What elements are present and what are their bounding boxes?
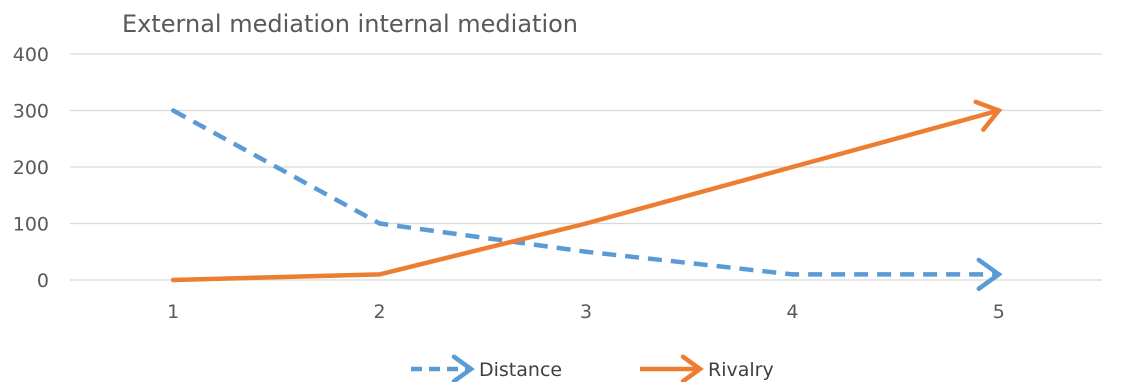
- x-tick-label: 3: [580, 301, 592, 323]
- data-point: [583, 221, 589, 226]
- x-tick-label: 5: [993, 301, 1005, 323]
- legend-item-distance: Distance: [411, 354, 562, 382]
- legend-arrow-icon: [451, 354, 475, 382]
- series-rivalry: [170, 99, 1003, 283]
- data-point: [790, 164, 795, 170]
- x-tick-label: 2: [374, 301, 386, 323]
- x-tick-label: 1: [167, 301, 179, 323]
- data-point: [790, 272, 795, 277]
- legend-arrow-icon: [680, 354, 704, 382]
- series-lines: [170, 99, 1003, 291]
- y-tick-label: 400: [13, 44, 49, 66]
- data-point: [171, 277, 176, 283]
- chart-title: External mediation internal mediation: [122, 10, 578, 38]
- y-tick-label: 100: [13, 214, 49, 236]
- series-line: [170, 108, 1002, 283]
- data-point: [583, 249, 589, 254]
- x-axis-ticks: 1 2 3 4 5: [167, 301, 1005, 323]
- y-tick-label: 300: [13, 101, 49, 123]
- legend-label: Rivalry: [708, 359, 774, 381]
- y-tick-label: 0: [37, 270, 49, 292]
- legend: Distance Rivalry: [411, 354, 774, 382]
- y-axis-ticks: 0 100 200 300 400: [13, 44, 49, 292]
- series-arrow-head: [976, 257, 1003, 291]
- series-distance: [171, 108, 1003, 291]
- legend-label: Distance: [479, 359, 562, 381]
- legend-item-rivalry: Rivalry: [640, 354, 774, 382]
- data-point: [377, 272, 382, 277]
- data-point: [171, 108, 176, 113]
- gridlines: [70, 53, 1102, 281]
- data-point: [377, 221, 382, 226]
- x-tick-label: 4: [786, 301, 798, 323]
- y-tick-label: 200: [13, 157, 49, 179]
- series-arrow-head: [973, 99, 1003, 132]
